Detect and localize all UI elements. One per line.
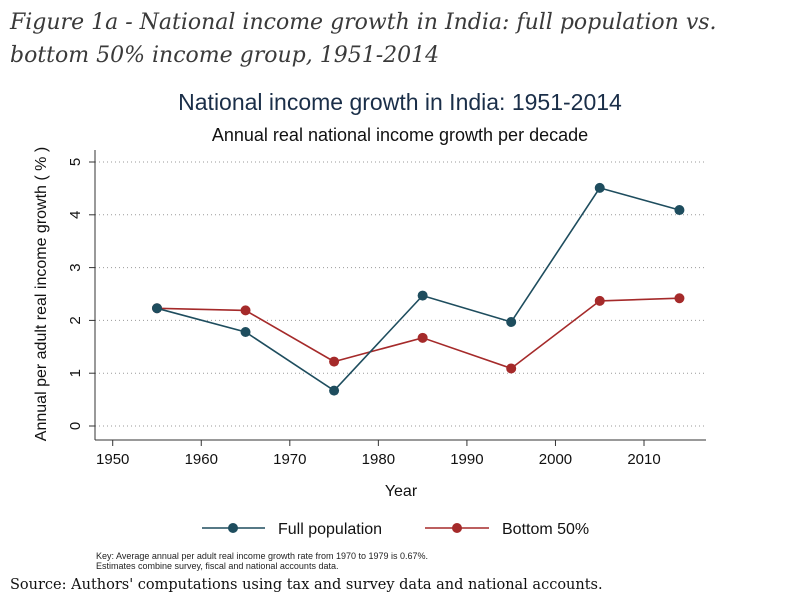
- y-tick-label-1: 1: [67, 369, 84, 377]
- legend-marker-full-population: [228, 523, 238, 533]
- y-tick-label-5: 5: [67, 158, 84, 166]
- legend-marker-bottom-50: [452, 523, 462, 533]
- data-point-full-population-1975: [329, 385, 340, 396]
- chart-subtitle: Annual real national income growth per d…: [212, 125, 588, 145]
- chart-note-estimates: Estimates combine survey, fiscal and nat…: [96, 561, 338, 571]
- x-tick-label-1970: 1970: [273, 451, 306, 468]
- chart-note-key: Key: Average annual per adult real incom…: [96, 551, 428, 561]
- series-bottom-50: [151, 293, 685, 374]
- legend: Full population Bottom 50%: [202, 521, 589, 538]
- data-point-full-population-1965: [240, 327, 251, 338]
- legend-label-full-population: Full population: [278, 521, 382, 538]
- x-tick-label-2010: 2010: [627, 451, 660, 468]
- x-tick-label-1950: 1950: [96, 451, 129, 468]
- data-point-bottom-50-2005: [594, 295, 605, 306]
- data-point-bottom-50-1975: [329, 356, 340, 367]
- x-tick-label-1980: 1980: [362, 451, 395, 468]
- chart-title: National income growth in India: 1951-20…: [178, 89, 622, 115]
- x-tick-label-2000: 2000: [539, 451, 572, 468]
- y-tick-label-0: 0: [67, 422, 84, 430]
- series-line-full-population: [156, 186, 680, 392]
- data-point-full-population-2005: [594, 182, 605, 193]
- series-layer: [151, 182, 685, 396]
- series-line-bottom-50: [156, 297, 680, 370]
- y-tick-label-4: 4: [67, 211, 84, 219]
- x-axis-ticks: 1950 1960 1970 1980 1990 2000 2010: [96, 440, 661, 468]
- data-point-bottom-50-2014: [674, 293, 685, 304]
- data-point-bottom-50-1985: [417, 332, 428, 343]
- y-tick-label-2: 2: [67, 316, 84, 324]
- data-point-bottom-50-1995: [506, 363, 517, 374]
- x-tick-label-1990: 1990: [450, 451, 483, 468]
- y-axis-ticks: 0 1 2 3 4 5: [67, 158, 95, 430]
- y-axis-label: Annual per adult real income growth ( % …: [33, 147, 50, 441]
- figure-caption: Figure 1a - National income growth in In…: [10, 10, 717, 68]
- data-point-bottom-50-1965: [240, 305, 251, 316]
- data-point-full-population-2014: [674, 205, 685, 216]
- data-point-full-population-1985: [417, 290, 428, 301]
- series-full-population: [151, 182, 685, 396]
- data-point-full-population-1955: [151, 303, 162, 314]
- data-point-full-population-1995: [506, 316, 517, 327]
- y-tick-label-3: 3: [67, 263, 84, 271]
- x-axis-label: Year: [385, 483, 418, 500]
- x-tick-label-1960: 1960: [185, 451, 218, 468]
- gridlines: [95, 161, 706, 427]
- legend-label-bottom-50: Bottom 50%: [502, 521, 589, 538]
- source-note: Source: Authors' computations using tax …: [10, 577, 603, 593]
